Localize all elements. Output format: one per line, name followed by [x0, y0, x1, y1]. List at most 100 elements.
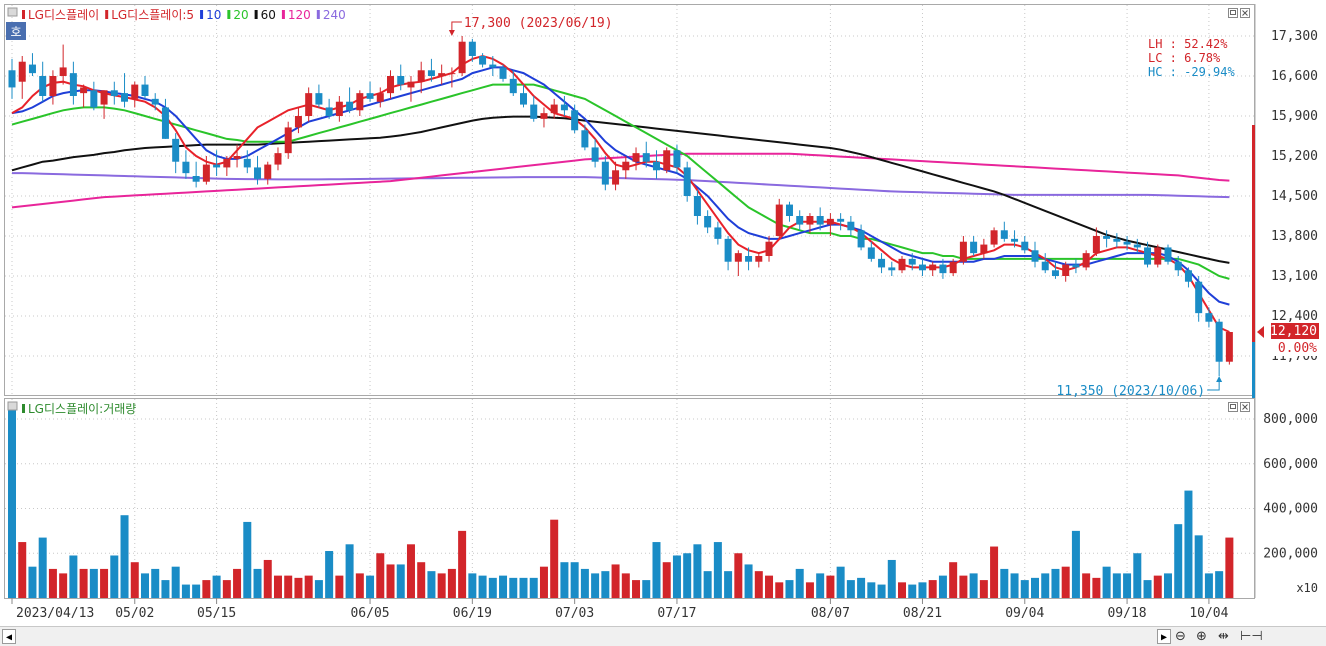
volume-bar: [898, 582, 907, 598]
candle-body: [663, 150, 671, 171]
volume-bar: [509, 577, 518, 598]
candle-body: [1225, 332, 1233, 362]
volume-bar: [386, 564, 395, 598]
volume-bar: [795, 568, 804, 598]
volume-bar: [100, 568, 109, 598]
price-panel-buttons[interactable]: [1228, 8, 1250, 18]
volume-bar: [140, 573, 149, 598]
zoom-slider-icon[interactable]: ⊢⊣: [1240, 629, 1263, 644]
volume-bar: [406, 544, 415, 598]
candle-body: [1154, 247, 1162, 265]
volume-bar: [488, 577, 497, 598]
chart-badge[interactable]: [6, 22, 26, 40]
candle-body: [520, 93, 527, 105]
volume-bar: [642, 580, 651, 598]
zoom-out-icon[interactable]: ⊖: [1175, 629, 1186, 644]
candle-body: [826, 218, 834, 225]
price-tick-label: 15,900: [1271, 109, 1318, 124]
candle-body: [1062, 264, 1070, 276]
volume-bar: [243, 521, 252, 598]
volume-bars: [8, 405, 1234, 598]
volume-panel-restore-icon[interactable]: [1228, 402, 1238, 412]
candlesticks: [8, 36, 1233, 376]
candle-body: [1051, 270, 1059, 276]
volume-bar: [1010, 573, 1019, 598]
chart-badge-label: 호: [10, 25, 21, 39]
candle-body: [560, 104, 568, 111]
volume-bar: [703, 571, 712, 598]
volume-bar: [304, 575, 313, 598]
volume-bar: [1051, 568, 1060, 598]
volume-bar: [713, 542, 722, 598]
candle-body: [898, 258, 906, 271]
volume-bar: [325, 551, 334, 598]
candle-body: [100, 90, 108, 105]
volume-bar: [754, 571, 763, 598]
candle-body: [69, 73, 77, 96]
volume-bar: [611, 564, 620, 598]
volume-bar: [734, 553, 743, 598]
volume-bar: [284, 575, 293, 598]
volume-panel-menu-icon[interactable]: [7, 401, 18, 411]
candle-body: [550, 104, 558, 114]
date-tick-label: 06/05: [350, 606, 389, 621]
candle-body: [601, 161, 609, 185]
volume-bar: [1112, 573, 1121, 598]
candle-body: [335, 101, 343, 116]
volume-bar: [130, 562, 139, 598]
candle-body: [908, 258, 916, 265]
volume-bar: [1102, 566, 1111, 598]
candle-body: [1144, 247, 1152, 265]
current-price-pointer-icon: [1257, 326, 1264, 338]
volume-bar: [1000, 568, 1009, 598]
volume-bar: [458, 530, 467, 598]
annotations: 17,300 (2023/06/19) 11,350 (2023/10/06): [448, 16, 1223, 399]
candle-body: [1123, 241, 1131, 245]
volume-bar: [28, 566, 37, 598]
price-tick-label: 12,400: [1271, 309, 1318, 324]
candle-body: [755, 256, 763, 262]
candle-body: [356, 93, 364, 111]
volume-bar: [222, 580, 231, 598]
volume-bar: [1215, 571, 1224, 598]
candle-body: [714, 227, 722, 239]
candle-body: [816, 216, 824, 225]
candle-body: [939, 264, 947, 274]
price-panel-menu-icon[interactable]: [7, 7, 18, 17]
volume-bar: [1194, 535, 1203, 598]
candle-body: [1184, 270, 1192, 282]
volume-bar: [263, 559, 272, 598]
scroll-left-icon[interactable]: ◀: [2, 629, 16, 644]
date-tick-label: 08/21: [903, 606, 942, 621]
candle-body: [959, 241, 967, 262]
volume-bar: [18, 542, 27, 598]
volume-bar: [478, 575, 487, 598]
stock-chart[interactable]: 17,300 16,600 15,900 15,200 14,500 13,800 13,1…: [0, 0, 1326, 626]
zoom-in-icon[interactable]: ⊕: [1196, 629, 1207, 644]
legend-marker: [105, 10, 109, 19]
volume-bar: [693, 544, 702, 598]
candle-body: [980, 244, 988, 254]
volume-bar: [417, 562, 426, 598]
candle-body: [632, 153, 640, 162]
scroll-right-icon[interactable]: ▶: [1157, 629, 1171, 644]
volume-panel-buttons[interactable]: [1228, 402, 1250, 412]
candle-body: [857, 230, 865, 248]
candle-body: [1092, 236, 1100, 254]
legend-marker: [281, 10, 285, 19]
legend-item-4: 60: [261, 8, 276, 22]
price-panel-restore-icon[interactable]: [1228, 8, 1238, 18]
candle-body: [407, 81, 415, 88]
stat-hc: HC : -29.94%: [1148, 65, 1235, 79]
volume-bar: [273, 575, 282, 598]
candle-body: [867, 247, 875, 259]
bar-spacing-icon[interactable]: ⇹: [1218, 629, 1229, 644]
volume-bar: [836, 566, 845, 598]
legend-item-5: 120: [288, 8, 311, 22]
candle-body: [110, 90, 118, 96]
volume-bar: [1133, 553, 1142, 598]
candle-body: [704, 216, 712, 228]
volume-bar: [1020, 580, 1029, 598]
candle-body: [243, 158, 251, 168]
